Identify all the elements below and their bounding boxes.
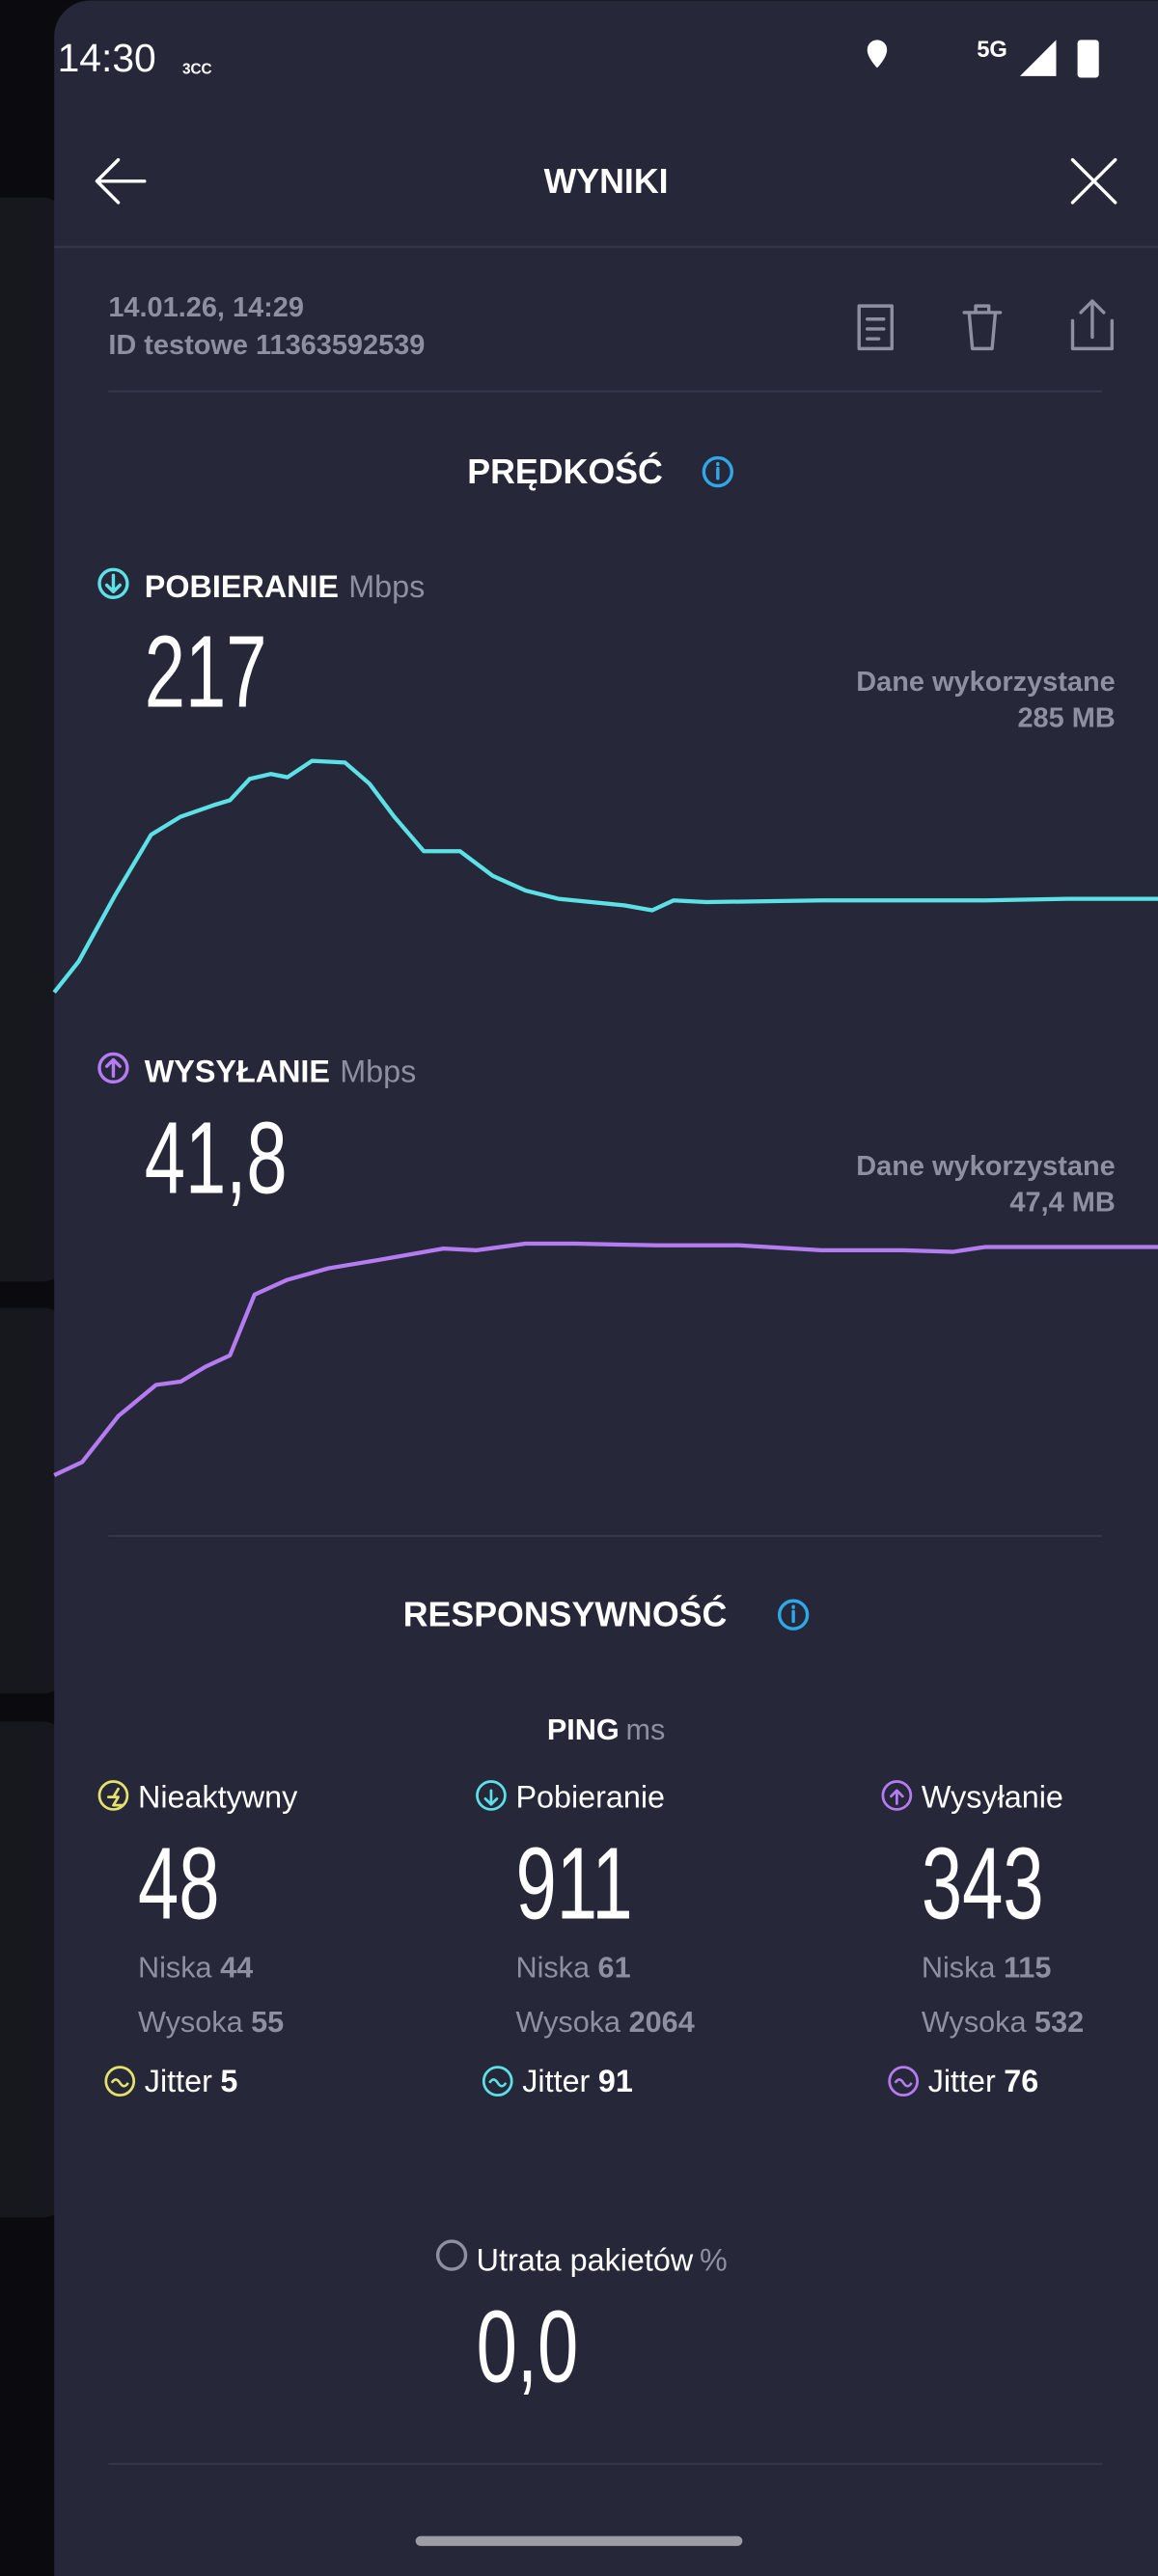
ping-heading: PING ms bbox=[547, 1713, 666, 1746]
ping-glyph bbox=[890, 1789, 904, 1805]
ping-high: Wysoka 532 bbox=[922, 2006, 1084, 2039]
jitter-value: 76 bbox=[1004, 2064, 1038, 2098]
ping-low-label: Niska bbox=[138, 1952, 213, 1985]
background-card bbox=[0, 1721, 67, 2218]
packet-loss-icon bbox=[435, 2239, 468, 2271]
ping-icon bbox=[97, 1780, 129, 1811]
jitter-icon bbox=[888, 2066, 919, 2096]
upload-value: 41,8 bbox=[145, 1102, 288, 1215]
ping-glyph bbox=[106, 1787, 125, 1807]
ping-column-label: Nieaktywny bbox=[138, 1780, 298, 1815]
upload-data-label: Dane wykorzystane bbox=[856, 1151, 1115, 1182]
speed-title: PRĘDKOŚĆ bbox=[467, 452, 663, 491]
ping-high-label: Wysoka bbox=[515, 2006, 621, 2039]
ping-value: 343 bbox=[922, 1828, 1044, 1941]
share-button[interactable] bbox=[1070, 299, 1115, 351]
packet-loss-unit: % bbox=[700, 2243, 728, 2278]
ping-low-value: 61 bbox=[598, 1952, 631, 1985]
background-card bbox=[0, 1307, 67, 1694]
jitter-icon bbox=[104, 2066, 136, 2096]
jitter-icon bbox=[482, 2066, 513, 2096]
upload-data-used: 47,4 MB bbox=[1009, 1187, 1115, 1218]
ping-high-value: 55 bbox=[251, 2006, 284, 2039]
battery-icon bbox=[1077, 40, 1099, 78]
details-button[interactable] bbox=[857, 304, 894, 351]
download-graph bbox=[52, 758, 1158, 994]
packet-loss-label: Utrata pakietów bbox=[477, 2243, 694, 2278]
responsiveness-title: RESPONSYWNOŚĆ bbox=[403, 1596, 728, 1634]
jitter-label: Jitter bbox=[928, 2064, 996, 2098]
ping-unit: ms bbox=[626, 1713, 666, 1746]
info-button[interactable] bbox=[777, 1599, 810, 1631]
header-title: WYNIKI bbox=[544, 162, 669, 201]
close-button[interactable] bbox=[1070, 157, 1117, 205]
status-network: 5G bbox=[977, 37, 1007, 63]
location-icon bbox=[867, 40, 888, 69]
download-glyph bbox=[104, 573, 122, 593]
ping-column-label: Wysyłanie bbox=[922, 1780, 1063, 1815]
download-heading: POBIERANIE Mbps bbox=[145, 569, 425, 604]
home-indicator[interactable] bbox=[415, 2535, 743, 2546]
ping-icon bbox=[476, 1780, 507, 1811]
ping-value: 48 bbox=[138, 1828, 220, 1941]
ping-icon bbox=[881, 1780, 913, 1811]
download-icon bbox=[97, 567, 129, 599]
ping-high: Wysoka 2064 bbox=[515, 2006, 694, 2039]
download-unit: Mbps bbox=[348, 569, 425, 604]
jitter-glyph bbox=[894, 2078, 913, 2088]
ping-low-value: 44 bbox=[220, 1952, 253, 1985]
info-button[interactable] bbox=[702, 455, 733, 488]
upload-unit: Mbps bbox=[340, 1054, 416, 1088]
ping-high-label: Wysoka bbox=[922, 2006, 1028, 2039]
download-data-label: Dane wykorzystane bbox=[856, 667, 1115, 698]
upload-heading: WYSYŁANIE Mbps bbox=[145, 1054, 416, 1088]
ping-low: Niska 61 bbox=[515, 1952, 630, 1985]
status-time: 14:30 bbox=[58, 36, 156, 80]
upload-graph bbox=[53, 1241, 1158, 1477]
back-button[interactable] bbox=[95, 157, 147, 205]
ping-value: 911 bbox=[515, 1828, 632, 1941]
upload-icon bbox=[97, 1052, 129, 1084]
ping-low: Niska 115 bbox=[922, 1952, 1052, 1985]
jitter-value: 5 bbox=[220, 2064, 237, 2098]
results-sheet bbox=[54, 0, 1158, 2576]
packet-loss-value: 0,0 bbox=[477, 2291, 579, 2404]
background-card bbox=[0, 197, 67, 1282]
ping-high-value: 2064 bbox=[629, 2006, 695, 2039]
jitter-value: 91 bbox=[598, 2064, 633, 2098]
ping-high-label: Wysoka bbox=[138, 2006, 244, 2039]
jitter-label: Jitter bbox=[522, 2064, 590, 2098]
ping-low-label: Niska bbox=[922, 1952, 997, 1985]
download-data-used: 285 MB bbox=[1017, 702, 1115, 733]
upload-label: WYSYŁANIE bbox=[145, 1054, 330, 1088]
ping-low-value: 115 bbox=[1004, 1952, 1051, 1985]
jitter-glyph bbox=[110, 2078, 129, 2088]
jitter-glyph bbox=[488, 2078, 508, 2088]
ping-high: Wysoka 55 bbox=[138, 2006, 284, 2039]
ping-glyph bbox=[483, 1789, 499, 1806]
jitter-label: Jitter bbox=[145, 2064, 212, 2098]
test-date: 14.01.26, 14:29 bbox=[108, 292, 304, 323]
ping-high-value: 532 bbox=[1034, 2006, 1084, 2039]
ping-column-label: Pobieranie bbox=[515, 1780, 665, 1815]
packet-loss-heading: Utrata pakietów% bbox=[477, 2243, 728, 2278]
jitter: Jitter 76 bbox=[928, 2064, 1039, 2098]
status-carrier: 3CC bbox=[182, 62, 212, 78]
test-id: ID testowe 11363592539 bbox=[108, 330, 425, 361]
signal-icon bbox=[1020, 40, 1057, 76]
download-label: POBIERANIE bbox=[145, 569, 339, 604]
ping-label: PING bbox=[547, 1713, 620, 1746]
download-value: 217 bbox=[145, 616, 267, 728]
upload-glyph bbox=[104, 1057, 122, 1079]
jitter: Jitter 5 bbox=[145, 2064, 238, 2098]
delete-button[interactable] bbox=[962, 304, 1003, 351]
ping-low-label: Niska bbox=[515, 1952, 591, 1985]
ping-low: Niska 44 bbox=[138, 1952, 253, 1985]
jitter: Jitter 91 bbox=[522, 2064, 633, 2098]
